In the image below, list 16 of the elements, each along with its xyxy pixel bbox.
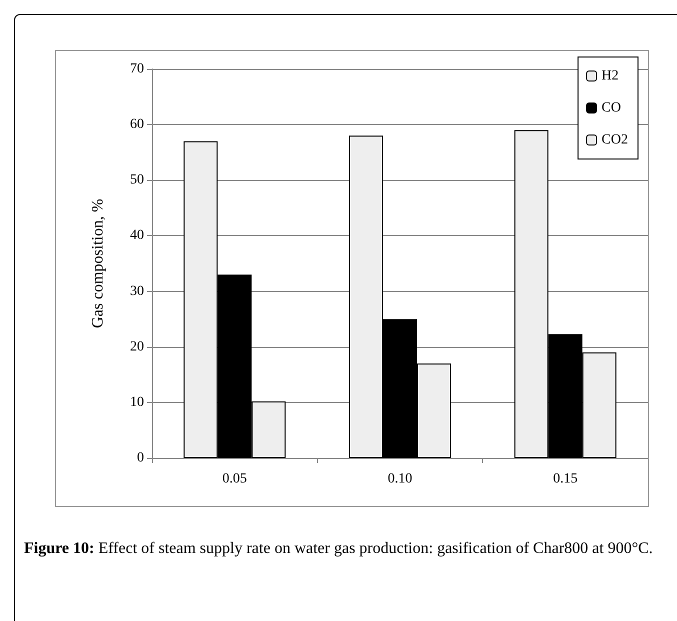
- caption: Figure 10: Effect of steam supply rate on water gas production: gasification of Char800 at 900°C.: [24, 539, 654, 559]
- legend-label: H2: [602, 68, 619, 84]
- y-tick-label: 20: [130, 339, 144, 354]
- x-tick-label: 0.10: [388, 472, 412, 486]
- y-tick-label: 40: [130, 228, 144, 244]
- y-axis-title: Gas composition, %: [90, 198, 106, 328]
- legend-label: CO2: [602, 132, 628, 148]
- y-tick-label: 30: [130, 284, 144, 299]
- x-tick-label: 0.15: [553, 472, 578, 486]
- y-tick-label: 0: [137, 450, 144, 466]
- legend-label: CO: [602, 100, 622, 116]
- y-tick-label: 10: [130, 394, 144, 410]
- x-tick-label: 0.05: [222, 472, 247, 486]
- y-tick-label: 70: [130, 62, 144, 76]
- y-tick-label: 60: [130, 117, 144, 132]
- y-tick-label: 50: [130, 172, 144, 188]
